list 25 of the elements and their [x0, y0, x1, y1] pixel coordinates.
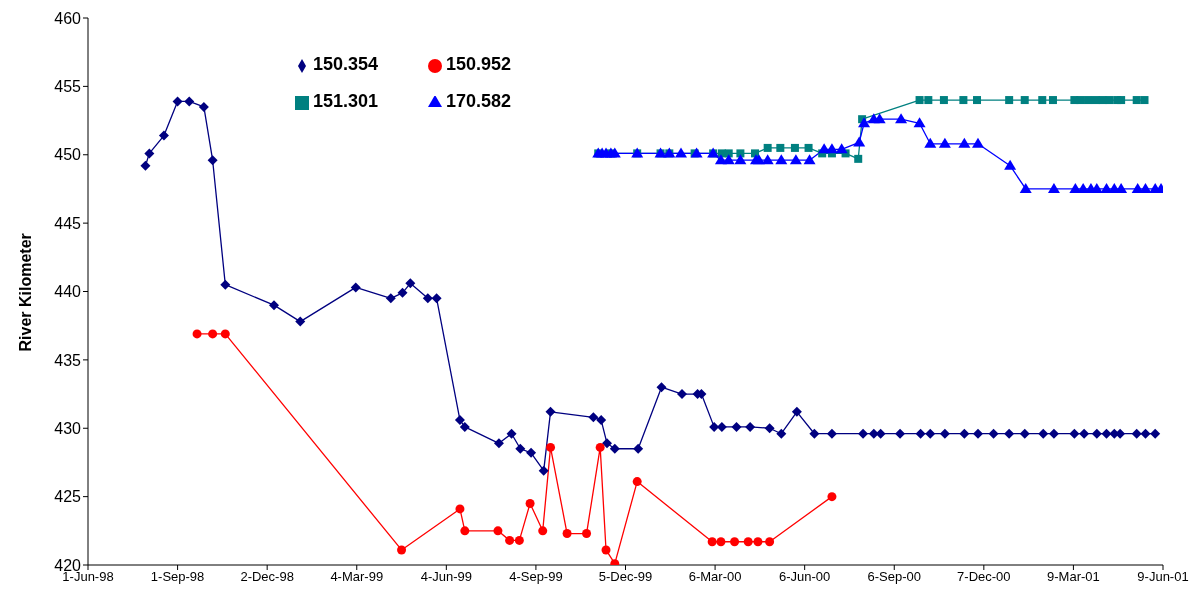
- x-tick-label: 4-Mar-99: [330, 569, 384, 585]
- x-tick-label: 9-Mar-01: [1047, 569, 1100, 585]
- y-tick-label: 425: [54, 488, 82, 506]
- y-tick-label: 435: [54, 351, 82, 369]
- legend-label: 151.301: [312, 91, 378, 111]
- y-tick-label: 450: [54, 146, 82, 164]
- legend-label: 150.952: [446, 54, 512, 74]
- x-tick-label: 4-Sep-99: [509, 569, 563, 585]
- x-tick-label: 1-Sep-98: [150, 569, 205, 585]
- x-tick-label: 4-Jun-99: [420, 569, 472, 585]
- x-tick-label: 6-Jun-00: [779, 569, 831, 585]
- x-tick-label: 7-Dec-00: [957, 569, 1011, 585]
- x-tick-label: 2-Dec-98: [240, 569, 294, 585]
- legend-label: 170.582: [446, 91, 512, 111]
- x-tick-label: 6-Mar-00: [688, 569, 742, 585]
- y-axis-title: River Kilometer: [16, 233, 34, 352]
- y-tick-label: 440: [54, 283, 82, 301]
- y-tick-label: 460: [54, 9, 82, 27]
- y-tick-label: 455: [54, 78, 82, 96]
- x-tick-label: 6-Sep-00: [867, 569, 921, 585]
- x-tick-label: 9-Jun-01: [1137, 569, 1189, 585]
- legend-label: 150.354: [312, 54, 378, 74]
- y-tick-label: 430: [54, 419, 82, 437]
- y-tick-label: 445: [54, 214, 82, 232]
- x-tick-label: 5-Dec-99: [598, 569, 653, 585]
